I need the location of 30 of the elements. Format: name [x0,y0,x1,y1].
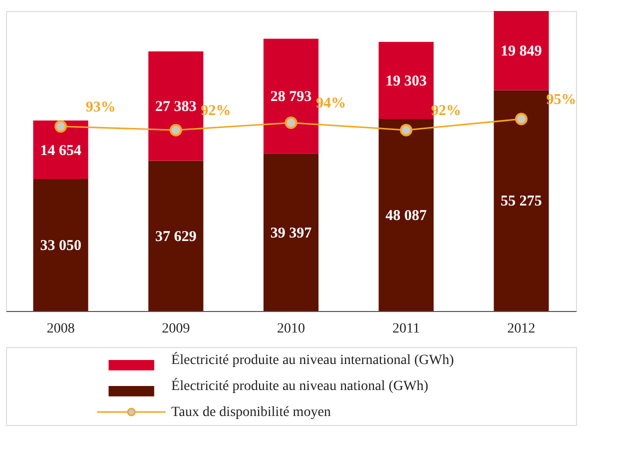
bar [494,11,549,90]
x-tick-label: 2010 [277,322,305,336]
legend-label: Électricité produite au niveau national (GWh) [171,377,429,394]
legend-label: Électricité produite au niveau international (GWh) [171,351,454,368]
bar [33,179,88,311]
point [54,120,67,133]
data-label: 48 087 [386,208,428,224]
point [284,116,298,129]
point [400,124,412,136]
point [515,112,528,126]
point [170,124,182,136]
x-tick-label: 2012 [507,322,536,336]
data-label: 37 629 [155,228,196,245]
bar [264,154,318,311]
data-label: 55 275 [500,194,542,210]
x-tick-label: 2011 [392,322,420,336]
x-tick-label: 2009 [162,322,190,336]
bar [264,38,318,154]
data-label: 14 654 [40,142,82,159]
bar [378,118,434,311]
legend-label: Taux de disponibilité moyen [171,405,331,420]
data-label: 93% [86,99,116,116]
data-label: 19 849 [500,44,542,60]
data-label: 28 793 [270,89,312,106]
data-label: 19 303 [386,73,427,90]
data-label: 27 383 [155,99,196,116]
bar [148,160,204,311]
data-label: 39 397 [270,225,312,242]
x-tick-label: 2008 [46,322,75,336]
data-label: 33 050 [40,238,82,254]
